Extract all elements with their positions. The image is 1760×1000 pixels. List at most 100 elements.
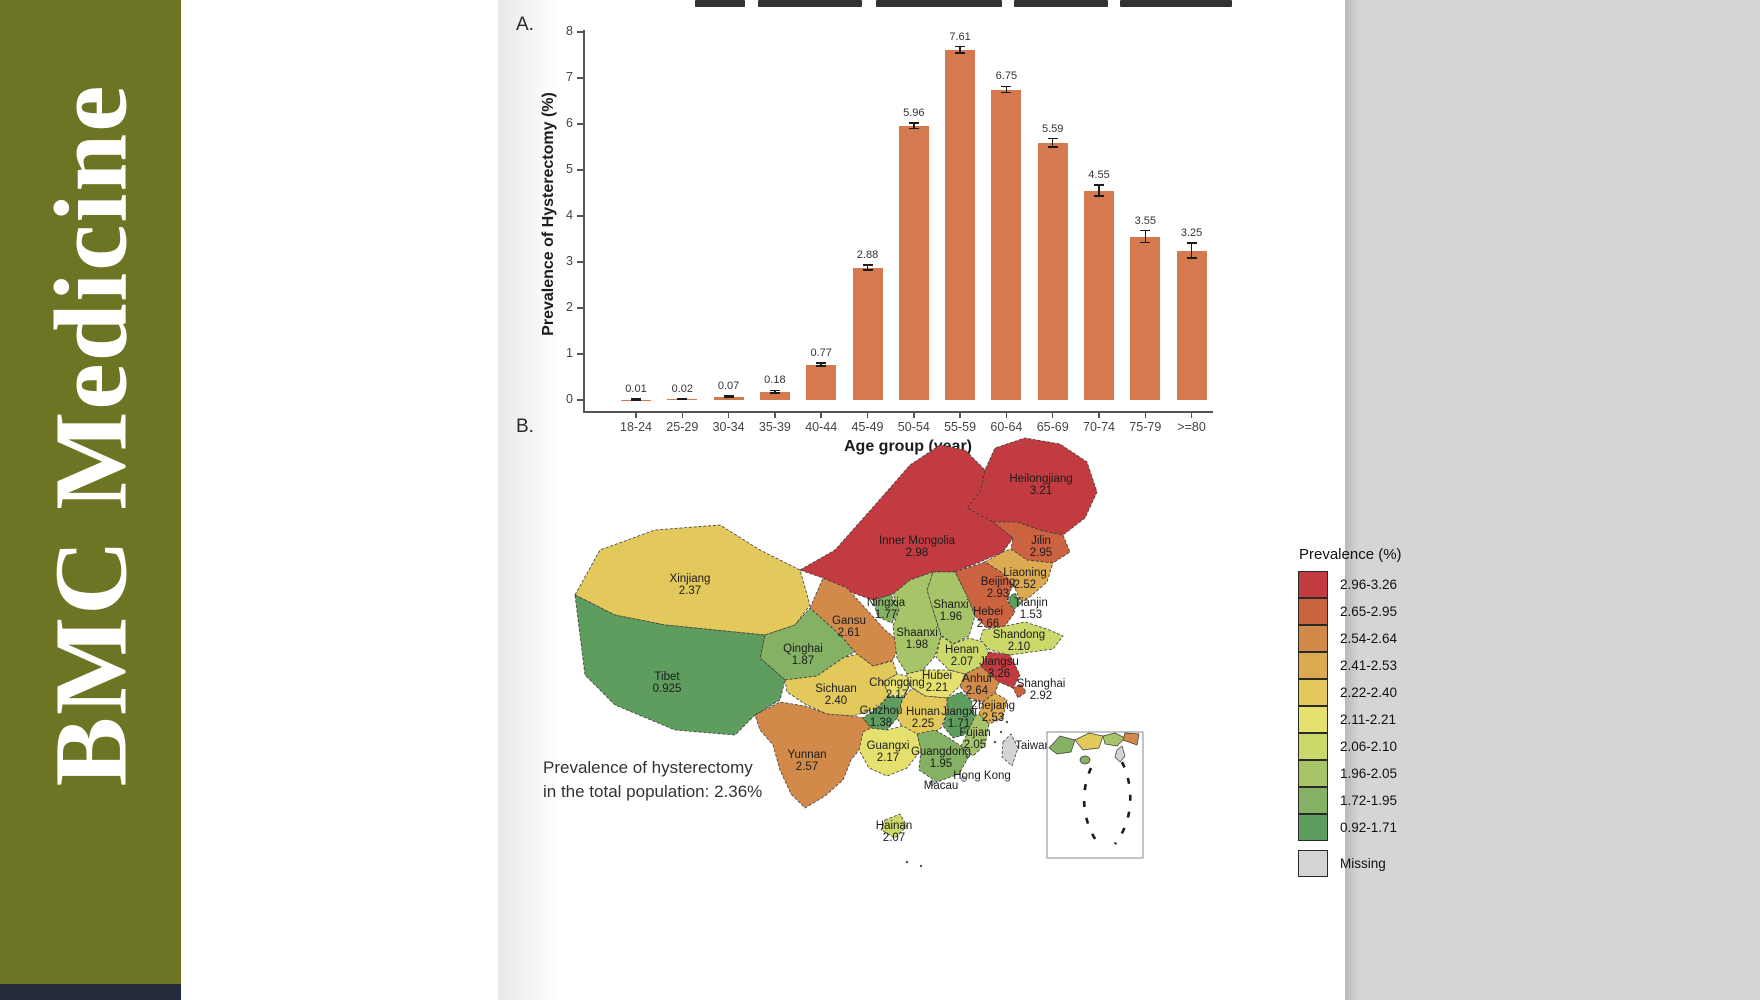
legend-bin-label: Missing [1340, 856, 1386, 871]
label-gansu: Gansu 2.61 [832, 615, 866, 639]
y-tick [577, 77, 583, 79]
prevalence-annotation: Prevalence of hysterectomy in the total … [543, 756, 762, 804]
journal-title: BMC Medicine [33, 83, 149, 787]
island-speck [1005, 720, 1009, 724]
label-anhui: Anhui 2.64 [962, 673, 991, 697]
bar-value-label: 0.07 [717, 379, 740, 392]
x-tick [959, 412, 961, 418]
x-tick [774, 412, 776, 418]
legend-swatch [1298, 651, 1328, 679]
x-tick-label: 30-34 [712, 420, 745, 434]
error-bar [1051, 138, 1054, 147]
bar-35-39 [759, 391, 790, 400]
error-bar-cap [631, 398, 641, 400]
label-inner-mongolia: Inner Mongolia 2.98 [879, 535, 956, 559]
label-guangdong: Guangdong 1.95 [911, 746, 971, 770]
y-tick-label: 3 [566, 254, 573, 268]
label-shandong: Shandong 2.10 [993, 629, 1045, 653]
legend-swatch [1298, 570, 1328, 598]
bar-value-label: 7.61 [949, 30, 971, 43]
province-sichuan [784, 653, 898, 717]
error-bar-cap [677, 397, 688, 400]
error-bar-cap [1001, 91, 1012, 94]
panel-b-label: B. [516, 416, 534, 437]
error-bar-cap [1186, 242, 1197, 244]
error-bar [820, 363, 822, 366]
x-tick [913, 412, 915, 418]
legend-swatch [1298, 624, 1328, 652]
label-shanghai: Shanghai 2.92 [1017, 678, 1066, 702]
legend-rows: 2.96-3.26 2.65-2.95 2.54-2.64 2.41-2.53 2.22… [1298, 570, 1402, 877]
bar-55-59 [945, 49, 976, 400]
y-tick-label: 6 [566, 116, 573, 130]
annotation-line2: in the total population: 2.36% [543, 781, 763, 801]
label-henan: Henan 2.07 [945, 644, 979, 668]
x-tick-label: 70-74 [1083, 420, 1115, 434]
legend-swatch [1298, 705, 1328, 733]
province-guangxi [858, 725, 922, 777]
legend-bin-label: 2.06-2.10 [1340, 739, 1398, 754]
label-tianjin: Tianjin 1.53 [1014, 597, 1047, 621]
error-bar [1005, 86, 1008, 93]
x-tick [820, 412, 822, 418]
bar-value-label: 5.59 [1041, 122, 1064, 135]
label-shaanxi: Shaanxi 1.98 [896, 627, 938, 651]
legend-bin-0: 2.96-3.26 [1298, 570, 1402, 598]
province-hainan [880, 813, 908, 839]
hong-kong-dot [961, 776, 967, 782]
inset-hainan [1079, 755, 1091, 765]
y-tick [577, 353, 583, 355]
x-tick-label: 40-44 [805, 420, 838, 434]
bar->=80 [1176, 250, 1207, 400]
province-ningxia [872, 594, 900, 624]
legend-bin-label: 2.65-2.95 [1340, 604, 1398, 619]
panel-a-label: A. [516, 14, 534, 35]
y-tick-label: 7 [566, 70, 573, 84]
error-bar-cap [723, 396, 734, 399]
legend-bin-6: 2.06-2.10 [1298, 732, 1402, 760]
label-yunnan: Yunnan 2.57 [787, 749, 826, 773]
x-tick-label: 35-39 [758, 420, 791, 434]
island-speck [919, 864, 923, 868]
x-tick [866, 412, 869, 418]
error-bar-cap [1047, 146, 1058, 148]
y-tick-label: 4 [566, 208, 573, 222]
error-bar [1144, 230, 1147, 243]
x-tick [1144, 412, 1147, 418]
viewer-gray-margin [1345, 0, 1760, 1000]
legend-bin-3: 2.41-2.53 [1298, 651, 1402, 679]
map-dots [905, 720, 1009, 868]
province-heilongjiang [966, 437, 1098, 536]
bar-value-label: 0.01 [625, 383, 647, 396]
bar-value-label: 0.18 [764, 374, 786, 387]
y-tick [577, 399, 583, 401]
map-legend: Prevalence (%) 2.96-3.26 2.65-2.95 2.54-2.… [1298, 546, 1402, 877]
label-jiangxi: Jiangxi 1.71 [941, 706, 977, 730]
x-tick-label: 60-64 [990, 420, 1023, 434]
province-jilin [992, 521, 1071, 564]
legend-swatch [1298, 732, 1328, 760]
legend-bin-label: 2.96-3.26 [1340, 577, 1398, 592]
nine-dash-line [1082, 767, 1099, 843]
label-hebei: Hebei 2.66 [973, 606, 1003, 630]
page-left-shadow [498, 0, 560, 1000]
legend-bin-label: 2.41-2.53 [1340, 658, 1398, 673]
error-bar [866, 265, 869, 270]
label-ningxia: Ningxia 1.77 [867, 597, 906, 621]
label-liaoning: Liaoning 2.52 [1003, 567, 1046, 591]
legend-bin-label: 2.11-2.21 [1340, 712, 1397, 727]
province-xinjiang [574, 524, 811, 636]
macau-dot [929, 780, 935, 786]
annotation-line1: Prevalence of hysterectomy [543, 758, 753, 777]
province-tibet [574, 594, 786, 736]
south-china-sea-inset [1046, 731, 1144, 859]
legend-bin-label: 2.54-2.64 [1340, 631, 1398, 646]
y-tick-label: 1 [566, 346, 573, 360]
x-tick-label: 45-49 [851, 420, 884, 434]
legend-bin-1: 2.65-2.95 [1298, 597, 1402, 625]
x-tick-label: 18-24 [620, 420, 652, 434]
province-fujian [960, 713, 990, 757]
error-bar-cap [1094, 184, 1104, 186]
clipped-header-text [1120, 0, 1232, 7]
